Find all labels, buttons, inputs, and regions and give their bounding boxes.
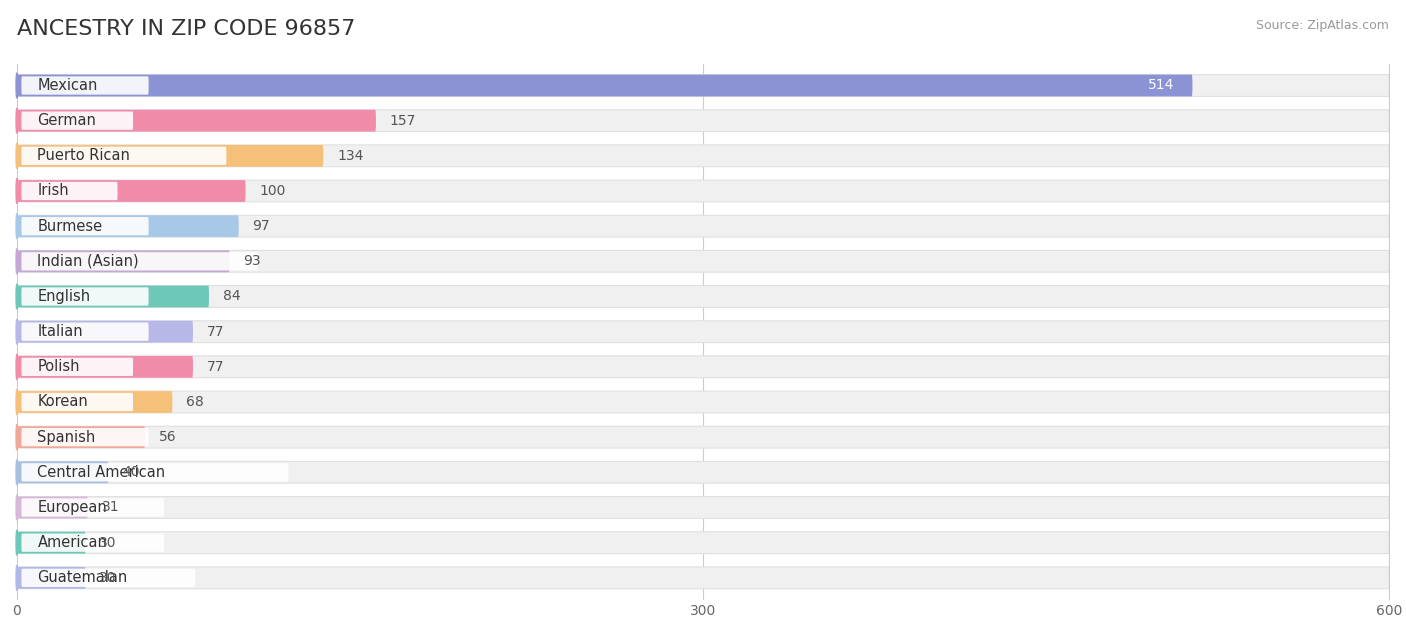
FancyBboxPatch shape	[17, 356, 193, 378]
Text: European: European	[38, 500, 107, 515]
FancyBboxPatch shape	[21, 357, 134, 376]
FancyBboxPatch shape	[21, 287, 149, 306]
FancyBboxPatch shape	[17, 461, 108, 483]
FancyBboxPatch shape	[21, 182, 118, 200]
FancyBboxPatch shape	[21, 393, 134, 411]
FancyBboxPatch shape	[17, 426, 1389, 448]
FancyBboxPatch shape	[17, 109, 375, 131]
Text: Polish: Polish	[38, 359, 80, 374]
Text: Korean: Korean	[38, 395, 89, 410]
Text: Mexican: Mexican	[38, 78, 98, 93]
Text: 30: 30	[100, 571, 117, 585]
FancyBboxPatch shape	[17, 567, 1389, 589]
Text: German: German	[38, 113, 97, 128]
FancyBboxPatch shape	[21, 323, 149, 341]
FancyBboxPatch shape	[21, 77, 149, 95]
Circle shape	[15, 460, 18, 485]
Text: 93: 93	[243, 254, 262, 269]
FancyBboxPatch shape	[17, 285, 1389, 307]
Text: Central American: Central American	[38, 465, 166, 480]
FancyBboxPatch shape	[17, 251, 229, 272]
Text: 100: 100	[259, 184, 285, 198]
Circle shape	[15, 565, 18, 591]
Circle shape	[15, 178, 18, 204]
FancyBboxPatch shape	[17, 145, 1389, 167]
FancyBboxPatch shape	[17, 321, 193, 343]
Text: Italian: Italian	[38, 324, 83, 339]
Text: Irish: Irish	[38, 184, 69, 198]
FancyBboxPatch shape	[17, 497, 1389, 518]
Text: Guatemalan: Guatemalan	[38, 571, 128, 585]
FancyBboxPatch shape	[17, 461, 1389, 483]
Text: 97: 97	[253, 219, 270, 233]
FancyBboxPatch shape	[21, 498, 165, 516]
Text: 84: 84	[222, 290, 240, 303]
FancyBboxPatch shape	[21, 428, 149, 446]
Text: ANCESTRY IN ZIP CODE 96857: ANCESTRY IN ZIP CODE 96857	[17, 19, 356, 39]
FancyBboxPatch shape	[17, 215, 1389, 237]
Circle shape	[15, 214, 18, 239]
FancyBboxPatch shape	[17, 251, 1389, 272]
Circle shape	[15, 530, 18, 555]
FancyBboxPatch shape	[21, 217, 149, 235]
Text: English: English	[38, 289, 90, 304]
FancyBboxPatch shape	[17, 180, 246, 202]
FancyBboxPatch shape	[17, 321, 1389, 343]
Circle shape	[15, 495, 18, 520]
FancyBboxPatch shape	[17, 426, 145, 448]
FancyBboxPatch shape	[17, 391, 173, 413]
FancyBboxPatch shape	[17, 75, 1192, 97]
Text: Puerto Rican: Puerto Rican	[38, 148, 131, 164]
FancyBboxPatch shape	[17, 75, 1389, 97]
Circle shape	[15, 249, 18, 274]
Circle shape	[15, 390, 18, 415]
Circle shape	[15, 284, 18, 309]
Text: 134: 134	[337, 149, 363, 163]
Text: 77: 77	[207, 360, 224, 374]
Text: Indian (Asian): Indian (Asian)	[38, 254, 139, 269]
Text: 30: 30	[100, 536, 117, 550]
Text: American: American	[38, 535, 107, 550]
FancyBboxPatch shape	[17, 109, 1389, 131]
Text: 31: 31	[101, 500, 120, 515]
FancyBboxPatch shape	[17, 567, 86, 589]
FancyBboxPatch shape	[17, 391, 1389, 413]
Text: 40: 40	[122, 466, 139, 479]
Circle shape	[15, 424, 18, 450]
Text: 157: 157	[389, 113, 416, 128]
Text: Spanish: Spanish	[38, 430, 96, 444]
FancyBboxPatch shape	[17, 532, 1389, 554]
FancyBboxPatch shape	[21, 569, 195, 587]
FancyBboxPatch shape	[17, 180, 1389, 202]
FancyBboxPatch shape	[21, 147, 226, 165]
Circle shape	[15, 354, 18, 379]
FancyBboxPatch shape	[17, 145, 323, 167]
Circle shape	[15, 73, 18, 98]
FancyBboxPatch shape	[17, 532, 86, 554]
Circle shape	[15, 143, 18, 169]
Text: 77: 77	[207, 325, 224, 339]
FancyBboxPatch shape	[17, 356, 1389, 378]
Text: 514: 514	[1147, 79, 1174, 93]
Text: Source: ZipAtlas.com: Source: ZipAtlas.com	[1256, 19, 1389, 32]
FancyBboxPatch shape	[17, 285, 209, 307]
FancyBboxPatch shape	[21, 463, 288, 482]
FancyBboxPatch shape	[21, 252, 257, 270]
Circle shape	[15, 108, 18, 133]
Text: Burmese: Burmese	[38, 219, 103, 234]
FancyBboxPatch shape	[17, 215, 239, 237]
FancyBboxPatch shape	[17, 497, 87, 518]
Circle shape	[15, 319, 18, 345]
FancyBboxPatch shape	[21, 111, 134, 130]
Text: 56: 56	[159, 430, 176, 444]
FancyBboxPatch shape	[21, 533, 165, 552]
Text: 68: 68	[186, 395, 204, 409]
